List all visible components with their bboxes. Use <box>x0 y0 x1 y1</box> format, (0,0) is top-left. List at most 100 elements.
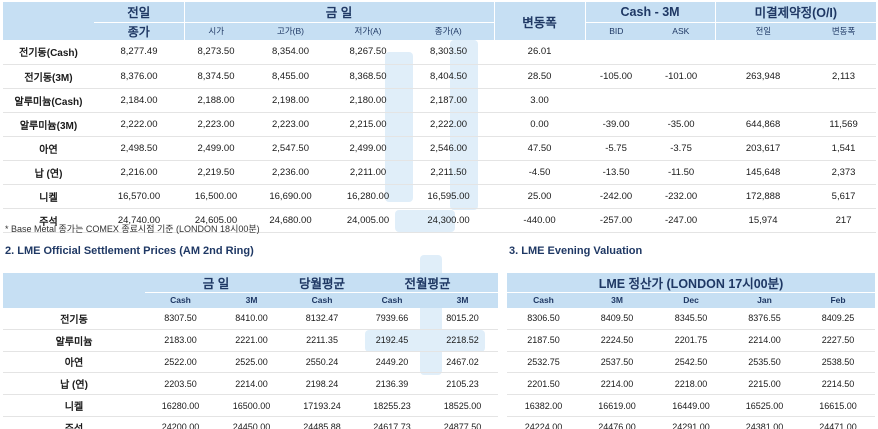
cash-value: 2203.50 <box>145 372 216 396</box>
low-price: 2,180.00 <box>333 88 403 113</box>
oi-change-value: 217 <box>811 208 877 234</box>
low-price: 8,267.50 <box>333 40 403 65</box>
ask-value: -247.00 <box>647 208 716 234</box>
ask-value <box>647 88 716 113</box>
header-today: 금 일 <box>145 273 288 293</box>
metal-name: 납 (연) <box>3 372 145 396</box>
bid-value: -5.75 <box>585 136 648 161</box>
metal-name: 알루미늄(3M) <box>3 112 94 137</box>
prev-cash-value: 2136.39 <box>357 372 428 396</box>
cash-value: 16382.00 <box>507 394 580 417</box>
prev-cash-value: 2449.20 <box>357 351 428 374</box>
ask-value: -35.00 <box>647 112 716 137</box>
metal-name: 납 (연) <box>3 160 94 186</box>
cash-value: 2522.00 <box>145 351 216 374</box>
close-price: 2,187.00 <box>403 88 495 113</box>
dec-value: 24291.00 <box>654 416 728 429</box>
high-price: 24,680.00 <box>248 208 333 234</box>
open-price: 8,273.50 <box>184 40 248 65</box>
prev-close: 2,216.00 <box>94 160 184 186</box>
bid-value: -105.00 <box>585 64 648 89</box>
cash-value: 2532.75 <box>507 351 580 374</box>
table-row: 아연 2522.00 2525.00 2550.24 2449.20 2467.02 <box>3 351 499 374</box>
three-m-value: 2224.50 <box>580 329 654 352</box>
metal-name: 알루미늄(Cash) <box>3 88 94 113</box>
dec-value: 2201.75 <box>654 329 728 352</box>
header-cash: Cash <box>145 292 216 308</box>
metal-name: 전기동 <box>3 307 145 330</box>
low-price: 8,368.50 <box>333 64 403 89</box>
oi-prev-value: 644,868 <box>715 112 812 137</box>
cash-value: 8306.50 <box>507 307 580 330</box>
header-open: 시가 <box>183 21 248 40</box>
metal-name: 니켈 <box>3 394 145 417</box>
bid-value <box>585 40 648 65</box>
table-row: 전기동(3M) 8,376.00 8,374.50 8,455.00 8,368.50 8… <box>3 64 877 89</box>
cash-value: 2187.50 <box>507 329 580 352</box>
jan-value: 8376.55 <box>728 307 801 330</box>
three-m-value: 2221.00 <box>216 329 288 352</box>
oi-change-value: 1,541 <box>811 136 877 161</box>
open-price: 2,223.00 <box>184 112 248 137</box>
table-row: 알루미늄(3M) 2,222.00 2,223.00 2,223.00 2,215.00… <box>3 112 877 137</box>
three-m-value: 2214.00 <box>580 372 654 396</box>
open-price: 24,605.00 <box>184 208 248 234</box>
dec-value: 2542.50 <box>654 351 728 374</box>
table-row: 8306.50 8409.50 8345.50 8376.55 8409.25 <box>507 307 875 330</box>
prev-close: 8,376.00 <box>94 64 184 89</box>
change-value: 25.00 <box>494 184 586 210</box>
jan-value: 24381.00 <box>728 416 801 429</box>
oi-change-value: 2,373 <box>811 160 877 186</box>
header-oi-prev: 전일 <box>714 21 812 40</box>
header-feb: Feb <box>801 292 875 308</box>
change-value: -4.50 <box>494 160 586 186</box>
bid-value: -242.00 <box>585 184 648 210</box>
header-cash-3m: Cash - 3M <box>584 2 716 22</box>
metal-name: 아연 <box>3 351 145 374</box>
oi-change-value <box>811 40 877 65</box>
table-row: 알루미늄(Cash) 2,184.00 2,188.00 2,198.00 2,180.… <box>3 88 877 113</box>
metal-name: 주석 <box>3 208 94 234</box>
high-price: 8,455.00 <box>248 64 333 89</box>
high-price: 2,236.00 <box>248 160 333 186</box>
high-price: 2,547.50 <box>248 136 333 161</box>
oi-prev-value <box>715 40 812 65</box>
dec-value: 8345.50 <box>654 307 728 330</box>
cash-value: 2183.00 <box>145 329 216 352</box>
prev-cash-value: 24617.73 <box>357 416 428 429</box>
low-price: 24,005.00 <box>333 208 403 234</box>
close-price: 24,300.00 <box>403 208 495 234</box>
close-price: 8,404.50 <box>403 64 495 89</box>
three-m-value: 16500.00 <box>216 394 288 417</box>
header-change: 변동폭 <box>493 2 586 40</box>
change-value: 26.01 <box>494 40 586 65</box>
feb-value: 16615.00 <box>801 394 875 417</box>
header-blank <box>3 273 145 308</box>
high-price: 8,354.00 <box>248 40 333 65</box>
header-ask: ASK <box>647 21 716 40</box>
change-value: 47.50 <box>494 136 586 161</box>
cash-value: 24224.00 <box>507 416 580 429</box>
prev-cash-value: 7939.66 <box>357 307 428 330</box>
jan-value: 2214.00 <box>728 329 801 352</box>
cash-value: 2201.50 <box>507 372 580 396</box>
prev-cash-value: 2192.45 <box>357 329 428 352</box>
change-value: 3.00 <box>494 88 586 113</box>
footnote: * Base Metal 종가는 COMEX 종료시점 기준 (LONDON 1… <box>5 224 260 234</box>
month-avg-value: 2550.24 <box>287 351 358 374</box>
header-3m: 3M <box>427 292 499 308</box>
oi-change-value: 11,569 <box>811 112 877 137</box>
table-row: 2201.50 2214.00 2218.00 2215.00 2214.50 <box>507 372 875 396</box>
change-value: -440.00 <box>494 208 586 234</box>
high-price: 2,198.00 <box>248 88 333 113</box>
header-dec: Dec <box>654 292 728 308</box>
high-price: 16,690.00 <box>248 184 333 210</box>
table-row: 24224.00 24476.00 24291.00 24381.00 24471.00 <box>507 416 875 429</box>
oi-prev-value: 172,888 <box>715 184 812 210</box>
feb-value: 2538.50 <box>801 351 875 374</box>
header-3m: 3M <box>216 292 288 308</box>
table-row: 납 (연) 2203.50 2214.00 2198.24 2136.39 2105.23 <box>3 372 499 396</box>
table-row: 2532.75 2537.50 2542.50 2535.50 2538.50 <box>507 351 875 374</box>
header-prev-month-avg: 전월평균 <box>357 273 499 293</box>
oi-prev-value: 263,948 <box>715 64 812 89</box>
